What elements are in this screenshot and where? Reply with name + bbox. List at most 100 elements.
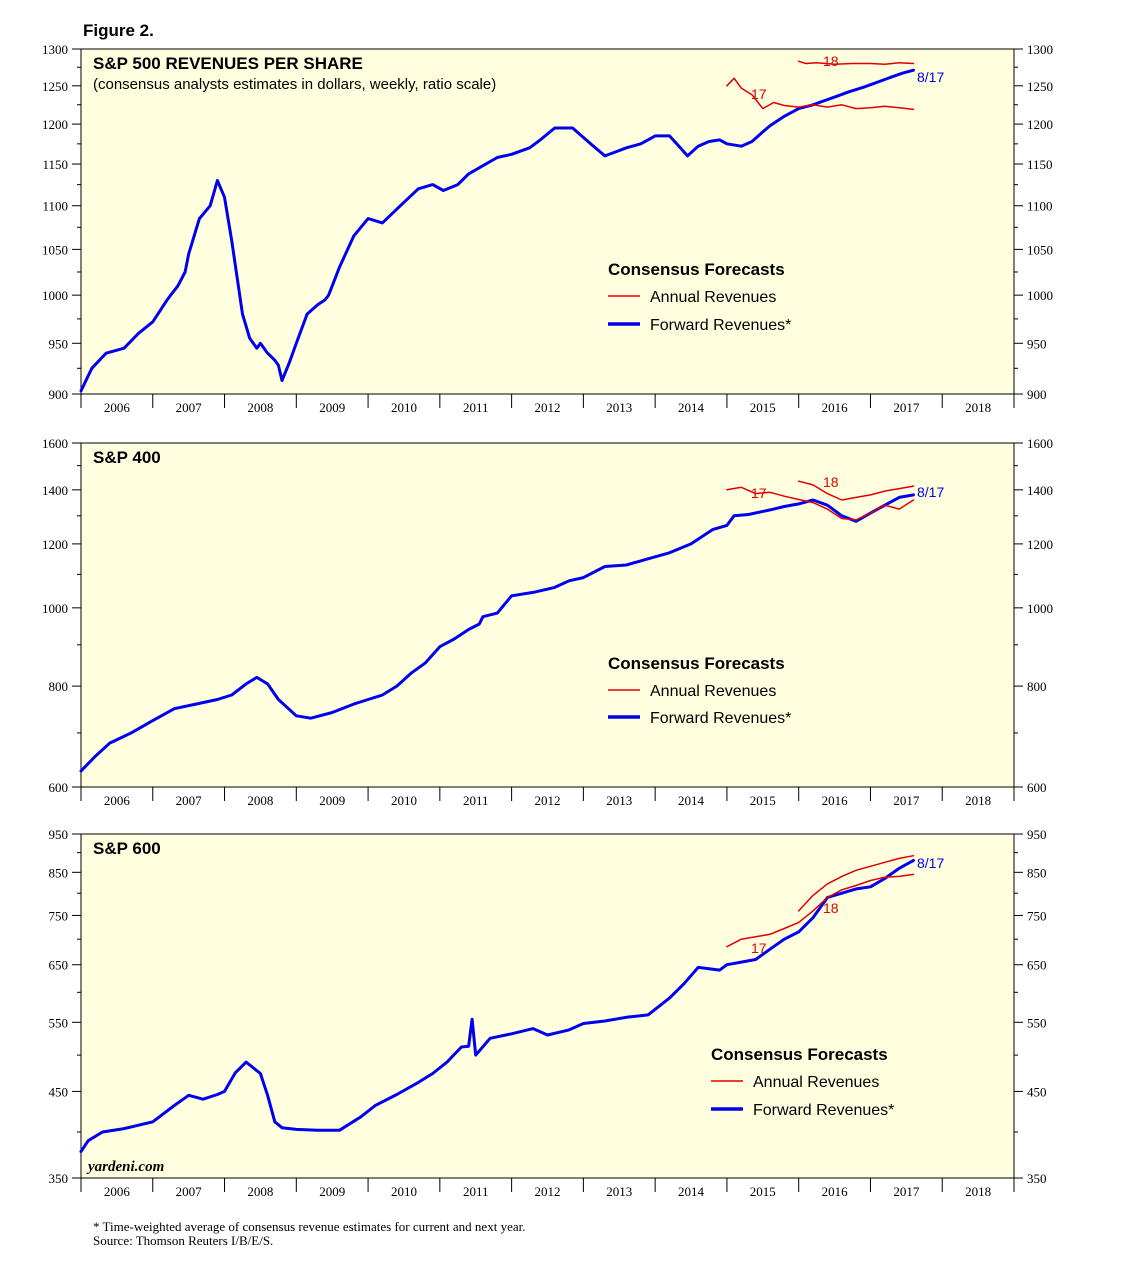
series-lines [79, 60, 915, 393]
x-tick-label: 2012 [535, 793, 561, 808]
legend: Consensus Forecasts Annual Revenues Forw… [608, 654, 791, 727]
x-tick-label: 2018 [965, 400, 991, 415]
legend-annual-label: Annual Revenues [650, 683, 776, 700]
x-axis: 2006 2007 2008 2009 2010 2011 2012 2013 2014 2015… [80, 787, 1015, 808]
series-annual-revenues-2017 [726, 486, 915, 521]
legend-title: Consensus Forecasts [608, 260, 785, 279]
x-tick-label: 2014 [678, 400, 705, 415]
y-tick-label-right: 750 [1027, 908, 1047, 923]
x-tick-label: 2009 [319, 400, 345, 415]
x-tick-label: 2011 [463, 400, 489, 415]
y-tick-label-left: 850 [49, 865, 69, 880]
y-tick-label-left: 1100 [42, 199, 68, 214]
legend-annual-label: Annual Revenues [650, 289, 776, 306]
y-tick-label-left: 350 [49, 1171, 69, 1186]
label-date: 8/17 [917, 484, 944, 500]
y-axis: 350 350 450 450 550 550 650 650 750 750 850 850 950 9… [49, 827, 1047, 1186]
series-forward-revenues [79, 493, 915, 773]
legend-forward-label: Forward Revenues* [650, 317, 791, 334]
x-tick-label: 2011 [463, 1184, 489, 1199]
legend: Consensus Forecasts Annual Revenues Forw… [711, 1045, 894, 1119]
series-annual-revenues-2018 [797, 60, 915, 66]
y-tick-label-right: 1150 [1027, 157, 1053, 172]
x-tick-label: 2009 [319, 1184, 345, 1199]
y-tick-label-left: 800 [49, 679, 69, 694]
legend: Consensus Forecasts Annual Revenues Forw… [608, 260, 791, 334]
series-annual-revenues-2017 [726, 77, 915, 111]
y-tick-label-left: 1400 [42, 483, 68, 498]
label-date: 8/17 [917, 855, 944, 871]
y-tick-label-left: 1200 [42, 537, 68, 552]
x-tick-label: 2013 [606, 400, 632, 415]
series-forward-revenues [79, 858, 915, 1153]
x-tick-label: 2017 [893, 793, 920, 808]
y-tick-label-left: 1150 [42, 157, 68, 172]
x-tick-label: 2010 [391, 400, 417, 415]
y-tick-label-left: 450 [49, 1084, 69, 1099]
series-lines [79, 854, 915, 1153]
label-annual-2017: 17 [751, 485, 767, 501]
brand-watermark: yardeni.com [86, 1159, 164, 1175]
panel-sp400: S&P 400 600 600 800 800 1000 1000 1200 1200 1400… [42, 436, 1053, 808]
x-tick-label: 2015 [750, 400, 776, 415]
y-tick-label-left: 600 [49, 780, 69, 795]
y-tick-label-right: 650 [1027, 958, 1047, 973]
series-annual-revenues-2018 [797, 854, 915, 912]
y-tick-label-right: 1200 [1027, 537, 1053, 552]
x-tick-label: 2007 [176, 1184, 203, 1199]
y-tick-label-left: 1000 [42, 288, 68, 303]
y-tick-label-right: 800 [1027, 679, 1047, 694]
x-axis: 2006 2007 2008 2009 2010 2011 2012 2013 2014 2015… [80, 394, 1015, 415]
x-tick-label: 2012 [535, 400, 561, 415]
y-tick-label-left: 1300 [42, 42, 68, 57]
y-tick-label-right: 900 [1027, 387, 1047, 402]
x-tick-label: 2017 [893, 400, 920, 415]
x-tick-label: 2006 [104, 793, 131, 808]
x-tick-label: 2015 [750, 793, 776, 808]
footnote: * Time-weighted average of consensus rev… [93, 1219, 525, 1234]
legend-forward-label: Forward Revenues* [753, 1102, 894, 1119]
y-tick-label-left: 750 [49, 908, 69, 923]
x-tick-label: 2015 [750, 1184, 776, 1199]
x-tick-label: 2008 [247, 793, 273, 808]
legend-annual-label: Annual Revenues [753, 1074, 879, 1091]
legend-title: Consensus Forecasts [711, 1045, 888, 1064]
y-tick-label-right: 450 [1027, 1084, 1047, 1099]
x-tick-label: 2009 [319, 793, 345, 808]
label-annual-2017: 17 [751, 86, 767, 102]
x-tick-label: 2006 [104, 400, 131, 415]
x-tick-label: 2016 [822, 400, 849, 415]
y-tick-label-left: 900 [49, 387, 69, 402]
series-forward-revenues [79, 68, 915, 393]
x-axis: 2006 2007 2008 2009 2010 2011 2012 2013 2014 2015… [80, 1178, 1015, 1199]
y-tick-label-right: 950 [1027, 336, 1047, 351]
y-tick-label-left: 1200 [42, 117, 68, 132]
x-tick-label: 2014 [678, 793, 705, 808]
y-tick-label-right: 1000 [1027, 601, 1053, 616]
y-tick-label-right: 950 [1027, 827, 1047, 842]
y-tick-label-right: 350 [1027, 1171, 1047, 1186]
y-tick-label-right: 1200 [1027, 117, 1053, 132]
series-annual-revenues-2018 [797, 480, 915, 501]
panel-subtitle: (consensus analysts estimates in dollars… [93, 76, 496, 93]
legend-title: Consensus Forecasts [608, 654, 785, 673]
y-tick-label-left: 1050 [42, 242, 68, 257]
plot-area [80, 48, 1015, 395]
y-tick-label-right: 1300 [1027, 42, 1053, 57]
y-tick-label-right: 850 [1027, 865, 1047, 880]
figure-title: Figure 2. [83, 21, 154, 40]
x-tick-label: 2006 [104, 1184, 131, 1199]
x-tick-label: 2013 [606, 793, 632, 808]
x-tick-label: 2018 [965, 1184, 991, 1199]
x-tick-label: 2014 [678, 1184, 705, 1199]
plot-area [80, 442, 1015, 788]
x-tick-label: 2013 [606, 1184, 632, 1199]
y-tick-label-right: 1250 [1027, 79, 1053, 94]
x-tick-label: 2016 [822, 793, 849, 808]
y-axis: 900 900 950 950 1000 1000 1050 1050 1100 1100 1150… [42, 42, 1053, 402]
y-tick-label-right: 1000 [1027, 288, 1053, 303]
x-tick-label: 2008 [247, 1184, 273, 1199]
y-tick-label-left: 1250 [42, 79, 68, 94]
x-tick-label: 2012 [535, 1184, 561, 1199]
